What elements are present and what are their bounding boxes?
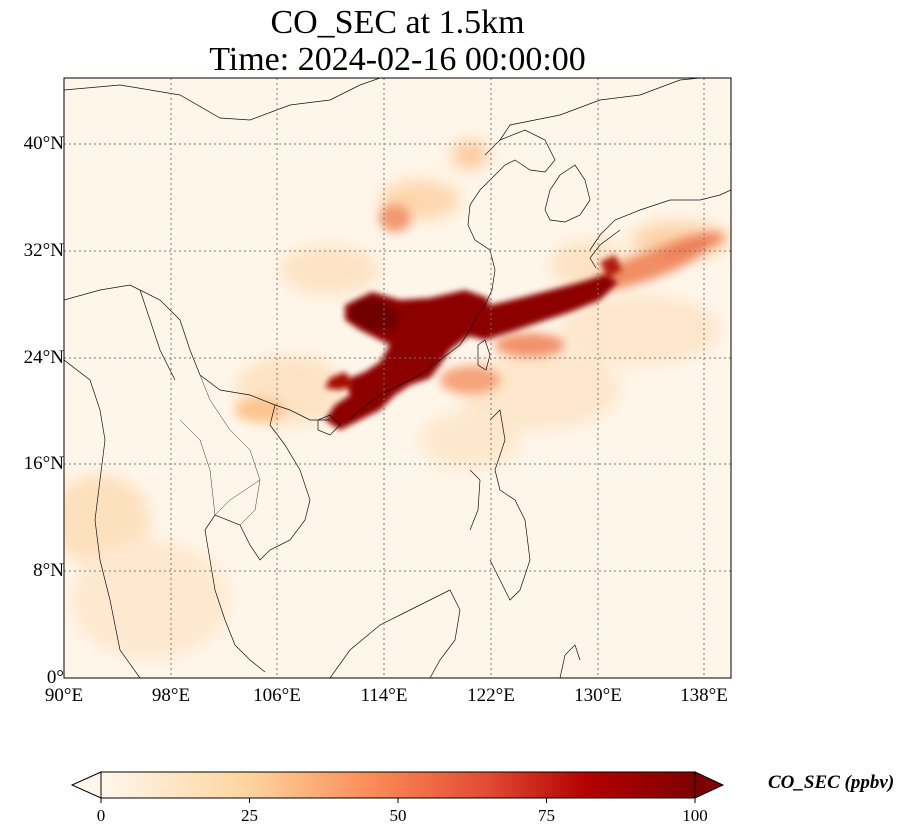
lat-tick-0: 0°: [46, 667, 64, 688]
co-field-light: [64, 141, 730, 660]
lat-tick-16: 16°N: [23, 453, 64, 474]
colorbar-tick-100: 100: [682, 806, 708, 825]
map-title: CO_SEC at 1.5km Time: 2024-02-16 00:00:0…: [64, 4, 731, 78]
title-line-1: CO_SEC at 1.5km: [270, 4, 525, 41]
colorbar: [70, 771, 725, 803]
lon-tick-98: 98°E: [151, 685, 191, 706]
borders: [179, 374, 261, 526]
colorbar-ticks: [100, 798, 696, 803]
map-panel: [64, 78, 731, 678]
colorbar-label: CO_SEC (ppbv): [768, 772, 895, 793]
colorbar-gradient: [101, 772, 695, 798]
lat-tick-40: 40°N: [23, 133, 64, 154]
colorbar-extend-high: [694, 771, 725, 799]
lon-tick-138: 138°E: [680, 685, 728, 706]
lat-tick-24: 24°N: [23, 347, 64, 368]
map-frame: [63, 77, 732, 679]
title-line-2: Time: 2024-02-16 00:00:00: [209, 41, 586, 78]
lat-tick-8: 8°N: [33, 560, 64, 581]
lon-tick-90: 90°E: [44, 685, 84, 706]
colorbar-tick-25: 25: [241, 806, 258, 825]
lon-tick-122: 122°E: [467, 685, 515, 706]
gridlines: [64, 78, 731, 678]
colorbar-tick-0: 0: [96, 806, 106, 825]
co-field-core: [325, 255, 622, 430]
lon-tick-106: 106°E: [253, 685, 301, 706]
colorbar-tick-50: 50: [389, 806, 407, 825]
coastlines: [64, 78, 731, 678]
colorbar-tick-75: 75: [538, 806, 555, 825]
lat-tick-32: 32°N: [23, 240, 64, 261]
lon-tick-130: 130°E: [574, 685, 622, 706]
lon-tick-114: 114°E: [360, 685, 408, 706]
colorbar-extend-low: [70, 771, 102, 799]
